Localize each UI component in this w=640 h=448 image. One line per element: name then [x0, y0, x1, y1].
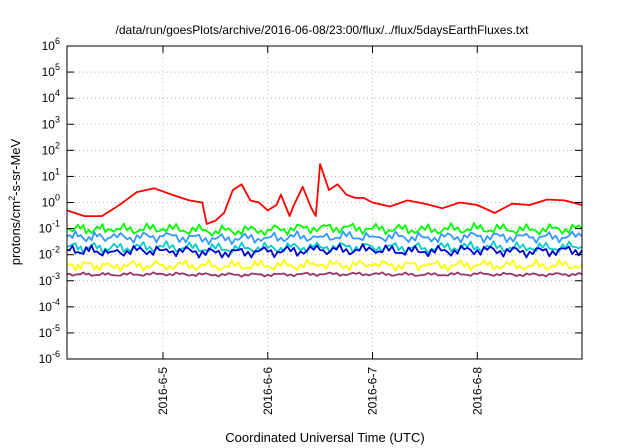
y-tick-base: 10 — [42, 91, 56, 105]
y-tick-label: 100 — [42, 193, 60, 210]
y-tick-exponent: 2 — [55, 140, 60, 150]
y-tick-base: 10 — [39, 222, 53, 236]
y-tick-exponent: -2 — [52, 245, 60, 255]
series-layer — [66, 163, 583, 278]
y-axis-label-base: protons/cm — [8, 201, 23, 265]
y-tick-label: 106 — [42, 36, 60, 53]
y-tick-base: 10 — [42, 39, 56, 53]
y-tick-base: 10 — [39, 352, 53, 366]
y-tick-base: 10 — [42, 196, 56, 210]
series-line-4 — [66, 243, 583, 259]
chart-title: /data/run/goesPlots/archive/2016-06-08/2… — [116, 23, 530, 37]
y-tick-base: 10 — [39, 274, 53, 288]
y-tick-base: 10 — [42, 143, 56, 157]
y-tick-label: 104 — [42, 88, 60, 105]
y-tick-label: 10-3 — [39, 271, 60, 288]
y-tick-label: 10-2 — [39, 245, 60, 262]
y-tick-exponent: -1 — [52, 219, 60, 229]
y-axis-label: protons/cm2-s-sr-MeV — [7, 138, 23, 265]
y-tick-label: 103 — [42, 114, 60, 131]
x-tick-label: 2016-6-6 — [261, 367, 275, 415]
y-tick-exponent: -3 — [52, 271, 60, 281]
y-tick-exponent: 3 — [55, 114, 60, 124]
y-tick-base: 10 — [39, 300, 53, 314]
series-line-5 — [66, 258, 583, 273]
series-line-6 — [66, 271, 583, 278]
y-tick-exponent: 6 — [55, 36, 60, 46]
x-tick-labels: 2016-6-5 2016-6-6 2016-6-7 2016-6-8 — [156, 367, 484, 415]
grid — [67, 46, 582, 359]
y-tick-exponent: 5 — [55, 62, 60, 72]
series-line-0 — [66, 163, 583, 225]
y-tick-label: 102 — [42, 140, 60, 157]
y-tick-exponent: 0 — [55, 193, 60, 203]
y-tick-label: 105 — [42, 62, 60, 79]
y-tick-exponent: -5 — [52, 323, 60, 333]
y-tick-label: 10-6 — [39, 349, 60, 366]
y-tick-exponent: -6 — [52, 349, 60, 359]
x-axis-label: Coordinated Universal Time (UTC) — [225, 430, 424, 445]
y-tick-base: 10 — [42, 117, 56, 131]
x-tick-label: 2016-6-5 — [156, 367, 170, 415]
y-tick-label: 101 — [42, 166, 60, 183]
y-tick-exponent: 4 — [55, 88, 60, 98]
y-tick-base: 10 — [39, 326, 53, 340]
y-tick-exponent: 1 — [55, 166, 60, 176]
series-line-3 — [66, 240, 583, 255]
x-tick-label: 2016-6-7 — [366, 367, 380, 415]
series-line-1 — [66, 222, 583, 237]
y-axis-label-tail: -s-sr-MeV — [8, 138, 23, 195]
y-axis-label-sup: 2 — [7, 196, 17, 201]
y-tick-label: 10-4 — [39, 297, 60, 314]
y-tick-labels: 10610510410310210110010-110-210-310-410-… — [39, 36, 60, 366]
y-tick-base: 10 — [42, 65, 56, 79]
y-tick-label: 10-1 — [39, 219, 60, 236]
y-tick-base: 10 — [39, 248, 53, 262]
plot-frame — [66, 45, 583, 360]
y-tick-exponent: -4 — [52, 297, 60, 307]
series-line-2 — [66, 230, 583, 246]
x-tick-label: 2016-6-8 — [470, 367, 484, 415]
y-tick-label: 10-5 — [39, 323, 60, 340]
ticks — [67, 45, 582, 360]
y-tick-base: 10 — [42, 169, 56, 183]
